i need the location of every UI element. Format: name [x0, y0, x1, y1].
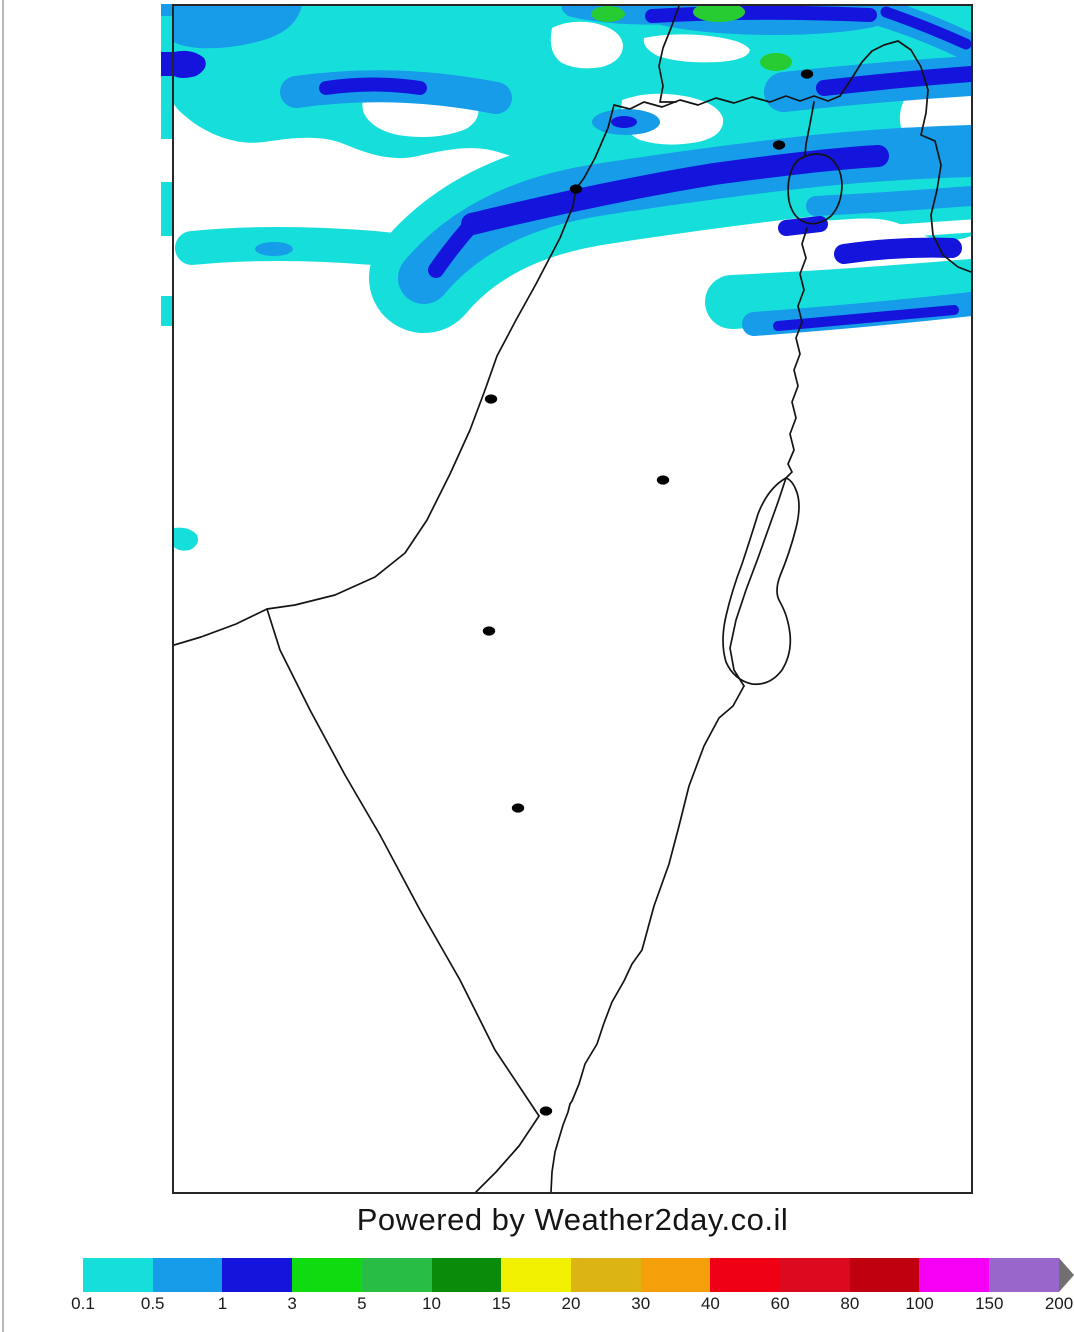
legend-segment [361, 1258, 432, 1292]
legend-segment [292, 1258, 362, 1292]
legend-tick-label: 30 [631, 1294, 651, 1313]
precip-bleed-segment [161, 76, 172, 139]
precip-heavy-streak [816, 66, 971, 96]
precip-heavy-streak [319, 77, 427, 95]
precip-bleed-segment [161, 16, 172, 52]
precip-bleed-segment [161, 52, 172, 76]
dry-gap [550, 21, 623, 69]
legend-arrow-icon [1058, 1258, 1074, 1292]
precip-bleed-strip [161, 4, 172, 326]
legend-tick-label: 5 [357, 1294, 367, 1313]
city-dot [539, 1106, 553, 1116]
precip-green-spot [760, 53, 792, 71]
legend-tick-label: 15 [491, 1294, 511, 1313]
legend-tick-label: 150 [975, 1294, 1004, 1313]
legend-tick-label: 60 [770, 1294, 790, 1313]
legend-segment [83, 1258, 153, 1292]
border-golan-syria [839, 40, 971, 273]
city-dot [484, 394, 498, 404]
precip-heavy-blob [611, 116, 637, 128]
precip-moderate-band [806, 186, 971, 216]
precip-bleed-segment [161, 296, 172, 326]
precip-heavy-streak [880, 6, 971, 50]
legend-tick-labels: 0.1 0.5 1 3 5 10 15 20 30 40 60 80 100 150 200 [71, 1294, 1074, 1316]
legend-segment [780, 1258, 850, 1292]
legend-segment [849, 1258, 920, 1292]
city-dot [656, 475, 670, 485]
legend-tick-label: 0.1 [71, 1294, 95, 1313]
city-dot [772, 140, 786, 150]
legend-tick-label: 0.5 [140, 1294, 165, 1313]
precip-green-spot [591, 6, 625, 22]
precipitation-map [174, 6, 971, 1192]
dead-sea [722, 477, 800, 686]
legend-tick-label: 200 [1044, 1294, 1074, 1313]
map-frame [172, 4, 973, 1194]
precip-bleed-segment [161, 4, 172, 16]
legend-tick-label: 100 [905, 1294, 934, 1313]
precip-bleed-segment [161, 139, 172, 182]
attribution-text: Powered by Weather2day.co.il [356, 1202, 789, 1237]
legend-tick-label: 3 [287, 1294, 297, 1313]
border-jordan-arava [569, 685, 745, 1105]
city-dot [800, 69, 814, 79]
gulf-of-aqaba-east [550, 1103, 571, 1192]
dry-gap-slash [725, 219, 971, 249]
precip-heavy-streak [645, 6, 877, 23]
legend-tick-label: 40 [700, 1294, 720, 1313]
border-lebanon [613, 95, 841, 110]
precip-bleed-segment [161, 236, 172, 296]
city-dot [569, 184, 583, 194]
border-upper-jordan [804, 101, 815, 157]
legend-colorbar [83, 1258, 1074, 1292]
legend-segment [501, 1258, 571, 1292]
precip-light-blob [174, 527, 199, 551]
border-egypt [266, 608, 540, 1117]
city-dot [511, 803, 525, 813]
gulf-of-aqaba-west [475, 1115, 540, 1192]
legend-segment [919, 1258, 990, 1292]
legend-tick-label: 20 [561, 1294, 581, 1313]
legend-tick-label: 1 [217, 1294, 228, 1313]
precip-bleed-segment [161, 182, 172, 236]
legend-segment [570, 1258, 641, 1292]
legend-segment [152, 1258, 223, 1292]
coastline [174, 104, 615, 646]
legend-segment [222, 1258, 293, 1292]
precip-green-spot [693, 6, 745, 22]
legend-segment [710, 1258, 781, 1292]
legend: 0.1 0.5 1 3 5 10 15 20 30 40 60 80 100 150 200 [71, 1258, 1074, 1313]
precip-light-band [705, 259, 971, 329]
precip-moderate-blob [255, 242, 293, 256]
precip-heavy-streak [778, 216, 828, 236]
legend-segment [989, 1258, 1059, 1292]
sea-of-galilee [787, 153, 843, 225]
precip-heavy-blob [174, 50, 206, 78]
precip-heavy-streak [834, 237, 962, 264]
legend-segment [640, 1258, 711, 1292]
page-edge-line [2, 0, 4, 1332]
legend-tick-label: 80 [840, 1294, 860, 1313]
precip-moderate-blob [174, 6, 302, 49]
border-lebanon-syria [658, 6, 680, 103]
jordan-river [785, 227, 808, 479]
precip-heavy-streak [428, 214, 482, 278]
city-markers-layer [482, 69, 814, 1116]
legend-tick-label: 10 [422, 1294, 442, 1313]
border-through-dead-sea [729, 477, 787, 687]
boundary-layer [174, 6, 971, 1192]
city-dot [482, 626, 496, 636]
dry-gap [643, 34, 750, 63]
precip-layer [174, 6, 971, 551]
legend-segment [431, 1258, 502, 1292]
precip-heavy-streak [461, 145, 889, 235]
precip-heavy-streak [773, 305, 959, 331]
